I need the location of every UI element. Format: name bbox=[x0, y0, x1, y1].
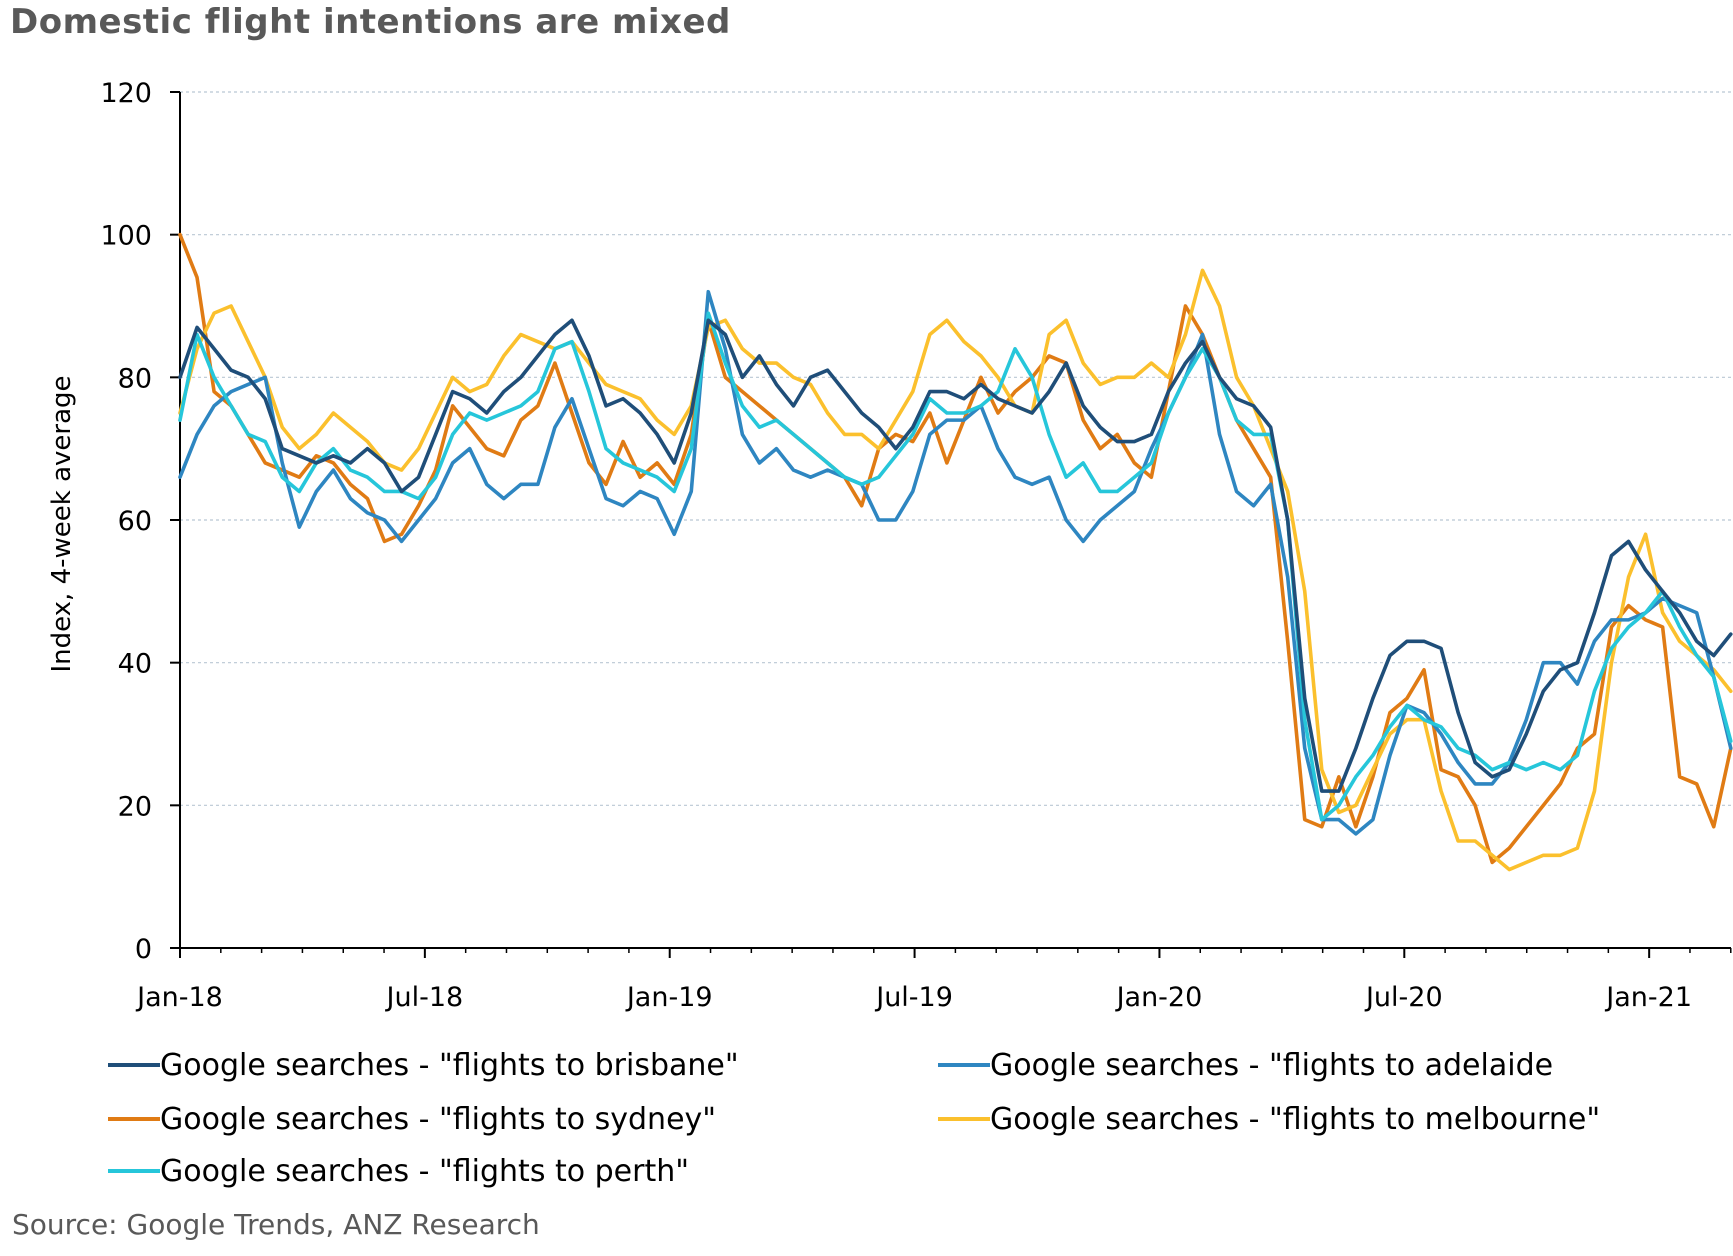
y-tick-label: 120 bbox=[100, 78, 152, 109]
legend-label: Google searches - "flights to perth" bbox=[160, 1153, 690, 1189]
legend-swatch bbox=[938, 1117, 990, 1121]
legend-swatch bbox=[108, 1117, 160, 1121]
legend: Google searches - "flights to brisbane" G… bbox=[108, 1045, 1708, 1215]
legend-swatch bbox=[108, 1169, 160, 1173]
y-tick-label: 100 bbox=[100, 221, 152, 252]
chart-title: Domestic flight intentions are mixed bbox=[10, 2, 731, 42]
y-tick-label: 40 bbox=[118, 649, 152, 680]
x-tick-label: Jul-20 bbox=[1364, 982, 1443, 1013]
legend-item: Google searches - "flights to adelaide bbox=[938, 1045, 1553, 1085]
series-lines bbox=[178, 232, 1733, 872]
y-tick-label: 60 bbox=[118, 506, 152, 537]
series-line-4 bbox=[178, 311, 1733, 822]
y-axis-label: Index, 4-week average bbox=[47, 375, 77, 672]
x-tick-label: Jan-18 bbox=[135, 982, 223, 1013]
gridlines bbox=[180, 91, 1731, 806]
legend-item: Google searches - "flights to sydney" bbox=[108, 1099, 716, 1139]
series-line-1 bbox=[178, 289, 1733, 836]
source-note: Source: Google Trends, ANZ Research bbox=[12, 1208, 540, 1241]
series-line-2 bbox=[178, 232, 1733, 865]
legend-label: Google searches - "flights to melbourne" bbox=[990, 1101, 1601, 1137]
x-tick-label: Jan-20 bbox=[1115, 982, 1203, 1013]
tick-labels: 0 20 40 60 80 100 120 Jan-18 Jul-18 Jan-19 Jul-19 J… bbox=[100, 78, 1692, 1013]
legend-item: Google searches - "flights to perth" bbox=[108, 1151, 689, 1191]
x-tick-label: Jul-18 bbox=[385, 982, 464, 1013]
x-tick-label: Jan-21 bbox=[1604, 982, 1692, 1013]
x-tick-label: Jan-19 bbox=[625, 982, 713, 1013]
legend-swatch bbox=[938, 1063, 990, 1067]
axes bbox=[170, 91, 1732, 958]
legend-label: Google searches - "flights to sydney" bbox=[160, 1101, 717, 1137]
legend-label: Google searches - "flights to brisbane" bbox=[160, 1047, 739, 1083]
series-line-3 bbox=[178, 268, 1733, 872]
legend-swatch bbox=[108, 1063, 160, 1067]
x-tick-label: Jul-19 bbox=[874, 982, 953, 1013]
legend-item: Google searches - "flights to brisbane" bbox=[108, 1045, 739, 1085]
y-tick-label: 20 bbox=[118, 791, 152, 822]
y-tick-label: 0 bbox=[135, 934, 152, 965]
legend-label: Google searches - "flights to adelaide bbox=[990, 1047, 1554, 1083]
y-tick-label: 80 bbox=[118, 363, 152, 394]
legend-item: Google searches - "flights to melbourne" bbox=[938, 1099, 1600, 1139]
series-line-0 bbox=[178, 318, 1733, 793]
